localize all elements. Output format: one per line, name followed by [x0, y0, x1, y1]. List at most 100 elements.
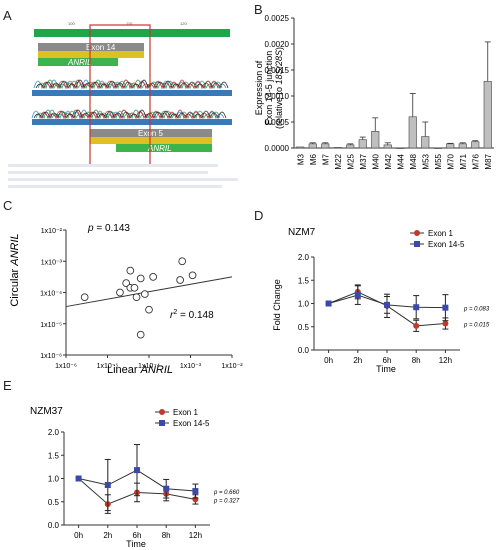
- gene-bar-bottom: [116, 144, 212, 152]
- line-x-tick-label: 6h: [383, 356, 392, 365]
- panel-label-c: C: [3, 198, 13, 213]
- b-x-tick-label: M6: [309, 153, 318, 165]
- d-xlabel: Time: [376, 364, 396, 374]
- line-y-tick-label: 1.0: [298, 300, 310, 309]
- b-x-tick-label: M22: [334, 153, 343, 169]
- b-y-tick-label: 0.0025: [265, 14, 290, 23]
- b-x-tick-label: M42: [384, 153, 393, 169]
- c-xlabel-pre: Linear: [107, 364, 141, 376]
- line-y-tick-label: 0.0: [298, 346, 310, 355]
- b-x-tick-label: M71: [459, 153, 468, 169]
- d-ylabel: Fold Change: [272, 279, 282, 331]
- line-y-tick-label: 1.0: [48, 475, 60, 484]
- b-x-tick-label: M53: [421, 153, 430, 169]
- line-y-tick-label: 1.5: [298, 276, 310, 285]
- c-x-tick-label: 1x10⁻⁶: [55, 363, 77, 370]
- faded-rows: [8, 164, 238, 188]
- c-point: [178, 257, 187, 266]
- chromatogram-traces: [33, 79, 229, 90]
- line-x-tick-label: 6h: [133, 531, 142, 540]
- b-bar: [358, 139, 367, 149]
- legend-marker: [159, 420, 165, 426]
- c-point: [132, 293, 141, 302]
- c-point: [188, 271, 197, 280]
- c-point: [80, 293, 89, 302]
- line-p-value: p = 0.327: [213, 498, 240, 504]
- b-x-tick-label: M40: [371, 153, 380, 169]
- b-bar: [433, 147, 442, 149]
- chromatogram-traces-2: [31, 109, 227, 120]
- b-bar: [321, 143, 330, 149]
- c-r-value: = 0.148: [177, 310, 214, 321]
- b-x-tick-label: M55: [434, 153, 443, 169]
- gene-label-top: ANRIL: [67, 58, 92, 67]
- line-point-exon14-5: [104, 482, 111, 489]
- line-point-exon14-5: [384, 301, 390, 308]
- b-bar: [371, 131, 380, 149]
- c-fit-line: [65, 276, 233, 308]
- exon-14-label: Exon 14: [86, 43, 116, 52]
- c-r-symbol: r: [170, 310, 174, 321]
- line-x-tick-label: 2h: [103, 531, 112, 540]
- c-point: [116, 288, 124, 297]
- b-x-tick-label: M3: [296, 153, 305, 165]
- chart-d-line: NZM7 Fold Change Time 0.0 0.5 1.0 1.5 2.0 0h 2…: [272, 227, 490, 374]
- exon-14-seq: [38, 51, 144, 58]
- c-x-tick-label: 1x10⁻⁴: [138, 363, 160, 370]
- d-title: NZM7: [288, 227, 316, 238]
- c-point: [141, 290, 149, 298]
- c-p-annotation: p = 0.143: [87, 223, 130, 234]
- seq-strip-1: [32, 90, 232, 96]
- panel-a-sequence-figure: 100 110 120 Exon 14 ANRIL Exon 5 ANRIL: [8, 21, 238, 188]
- line-point-exon14-5: [354, 292, 361, 299]
- line-x-tick-label: 0h: [324, 356, 333, 365]
- chart-b-bar: Expression of Exon 14-5 junction (relati…: [254, 14, 494, 170]
- legend-label: Exon 1: [428, 229, 453, 238]
- c-point: [122, 279, 131, 287]
- exon-5-bar: [90, 129, 212, 137]
- panel-label-d: D: [254, 208, 264, 223]
- e-title: NZM37: [30, 406, 63, 417]
- b-bar: [333, 147, 342, 149]
- ruler-tick-110: 110: [126, 21, 133, 26]
- c-y-tick-label: 1x10⁻⁵: [40, 322, 62, 329]
- c-point: [145, 305, 153, 314]
- b-bar: [458, 143, 467, 149]
- line-x-tick-label: 12h: [189, 531, 202, 540]
- b-x-tick-label: M7: [321, 153, 330, 165]
- legend-marker: [159, 409, 165, 415]
- c-x-tick-label: 1x10⁻⁵: [97, 363, 119, 370]
- legend-marker: [414, 241, 420, 247]
- c-x-tick-label: 1x10⁻³: [180, 363, 202, 370]
- b-bar: [296, 146, 305, 149]
- b-bar: [408, 116, 417, 149]
- b-bar: [346, 144, 355, 149]
- panel-label-b: B: [254, 2, 263, 17]
- c-r-annotation: r2 = 0.148: [170, 309, 214, 321]
- b-y-tick-label: 0.0000: [265, 144, 290, 153]
- b-ylabel-1: Expression of: [254, 60, 264, 115]
- line-point-exon14-5: [75, 475, 82, 482]
- c-ylabel: Circular ANRIL: [9, 233, 21, 306]
- line-p-value: p = 0.083: [463, 307, 490, 313]
- gene-bar-top: [38, 58, 118, 66]
- line-y-tick-label: 2.0: [48, 428, 60, 437]
- c-point: [126, 266, 135, 275]
- c-xlabel-ital: ANRIL: [140, 364, 173, 376]
- line-p-value: p = 0.660: [213, 490, 240, 496]
- c-y-tick-label: 1x10⁻⁴: [40, 291, 62, 298]
- b-x-tick-label: M76: [471, 153, 480, 169]
- gene-label-bottom: ANRIL: [147, 144, 172, 153]
- b-bar: [421, 136, 430, 149]
- b-y-tick-label: 0.0015: [265, 66, 290, 75]
- legend-label: Exon 1: [173, 408, 198, 417]
- line-point-exon14-5: [325, 300, 332, 307]
- b-bar: [396, 147, 405, 149]
- c-ylabel-pre: Circular: [9, 266, 21, 307]
- exon-5-label: Exon 5: [138, 129, 163, 138]
- b-bar: [471, 141, 480, 149]
- line-x-tick-label: 8h: [162, 531, 171, 540]
- line-point-exon14-5: [134, 467, 140, 474]
- b-x-tick-label: M44: [396, 153, 405, 169]
- c-p-value: = 0.143: [94, 223, 131, 234]
